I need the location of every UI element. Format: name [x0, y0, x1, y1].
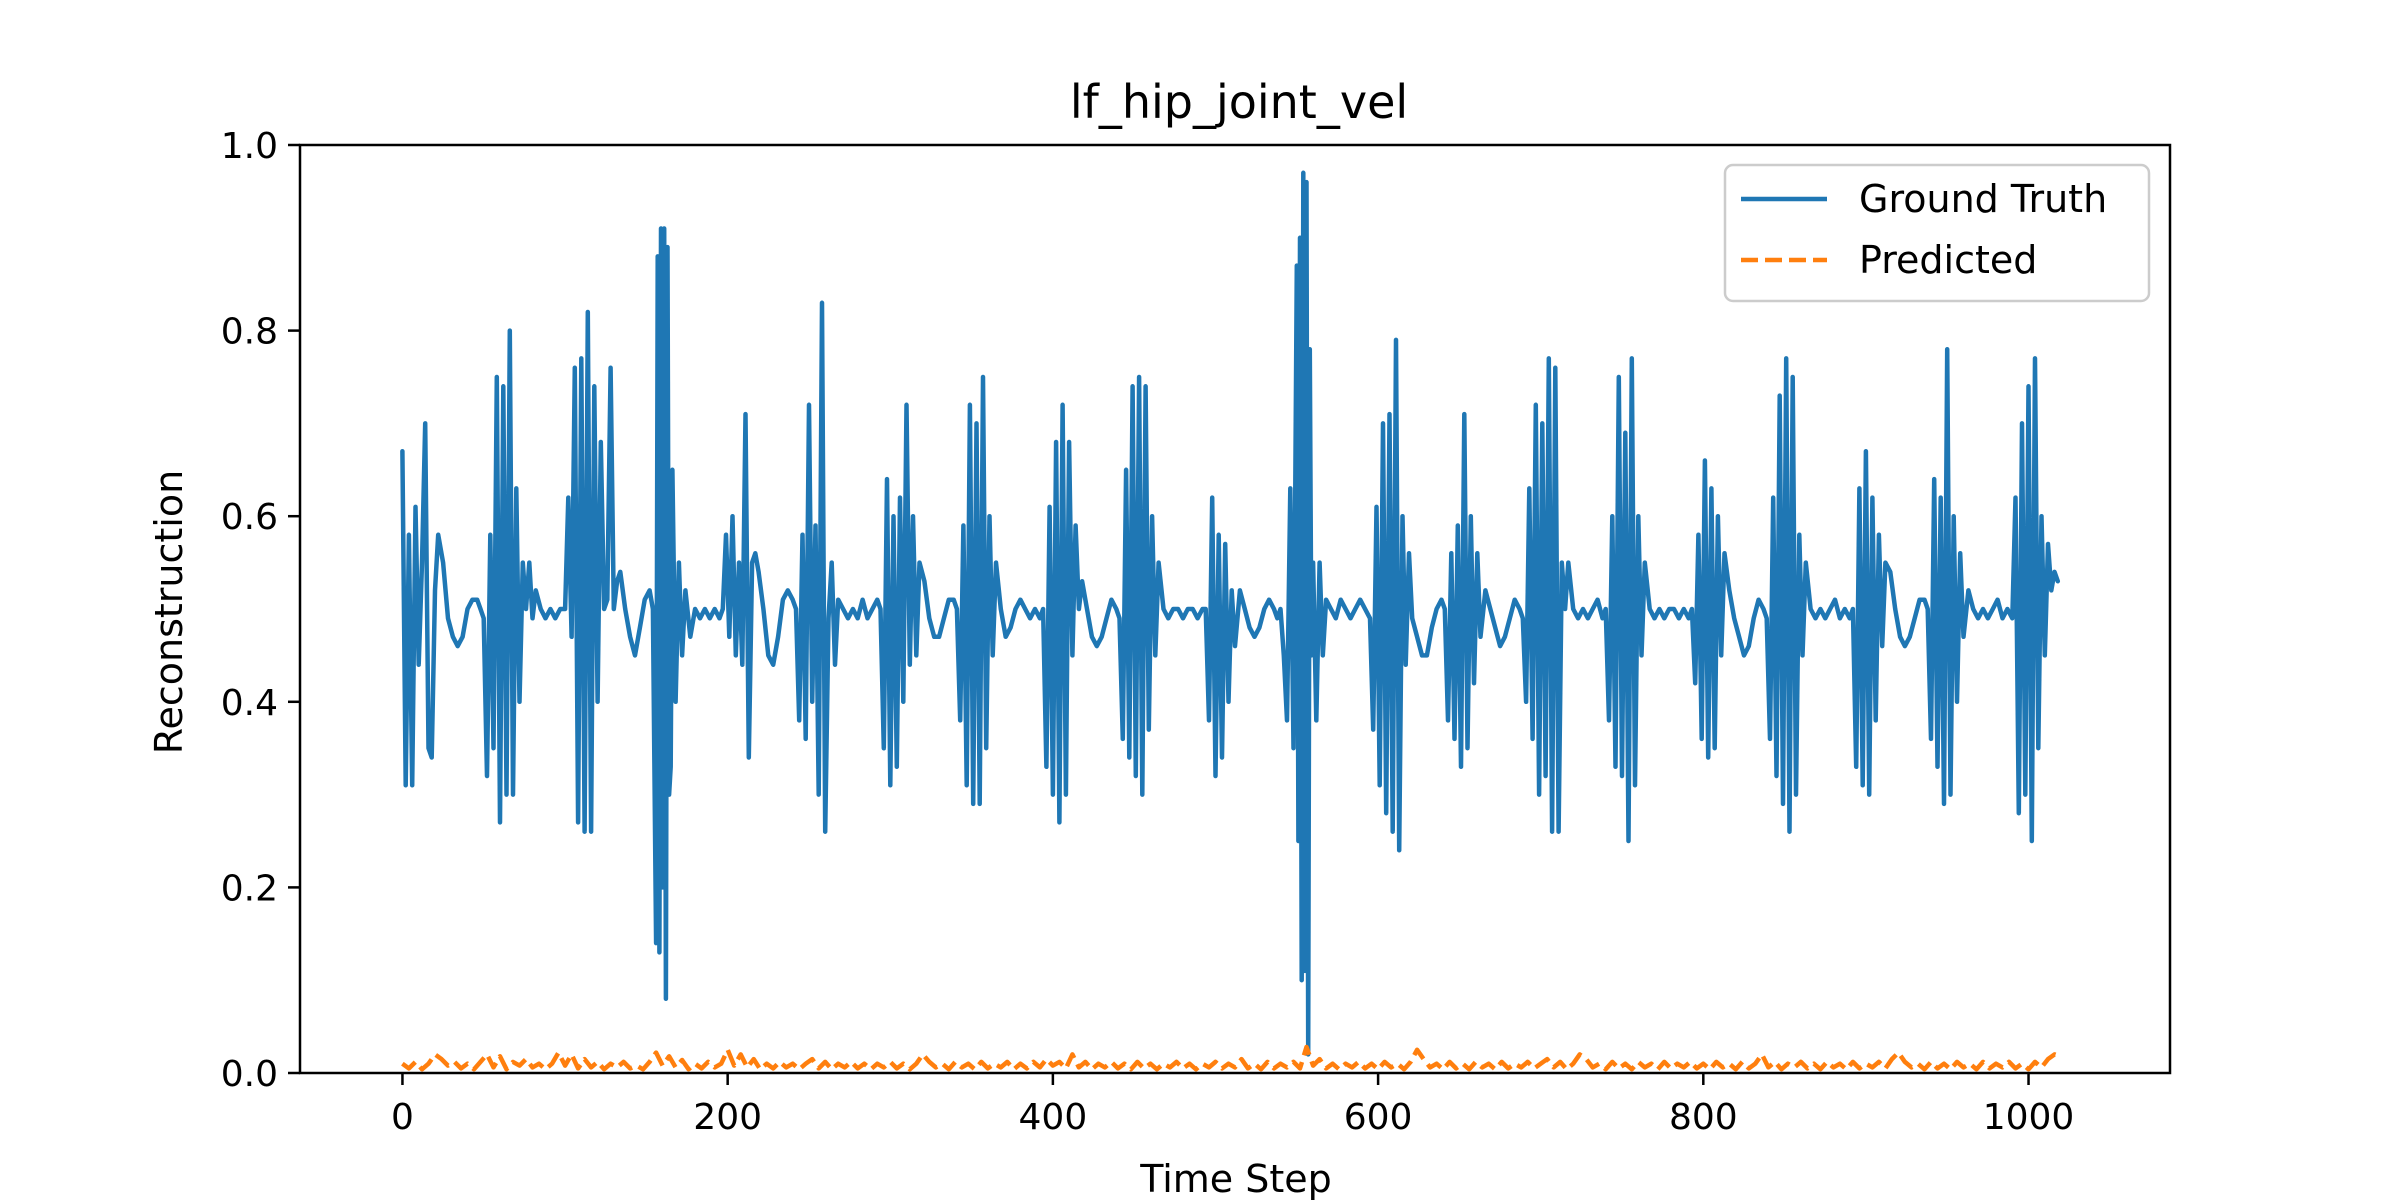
series-layer	[400, 170, 2061, 1072]
legend-label: Ground Truth	[1859, 177, 2107, 221]
y-tick-label: 0.6	[221, 497, 278, 538]
y-axis: 0.0 0.2 0.4 0.6 0.8 1.0	[221, 126, 300, 1095]
legend: Ground Truth Predicted	[1723, 163, 2151, 303]
legend-box	[1723, 163, 2151, 303]
x-axis: 0 200 400 600 800 1000	[391, 1073, 2074, 1138]
x-tick-label: 800	[1669, 1097, 1738, 1138]
x-tick-label: 200	[693, 1097, 762, 1138]
y-tick-label: 0.2	[221, 868, 278, 909]
x-tick-label: 0	[391, 1097, 414, 1138]
x-tick-label: 400	[1019, 1097, 1088, 1138]
legend-label: Predicted	[1859, 238, 2037, 282]
x-tick-label: 1000	[1983, 1097, 2075, 1138]
y-tick-label: 1.0	[221, 126, 278, 167]
y-tick-label: 0.0	[221, 1054, 278, 1095]
axes-frame	[298, 143, 2172, 1075]
x-axis-title: Time Step	[1139, 1157, 1332, 1200]
series-line-predicted	[401, 1044, 2061, 1072]
series-line-ground-truth	[400, 170, 2061, 1057]
chart-title: lf_hip_joint_vel	[1070, 75, 1408, 129]
y-axis-title: Reconstruction	[147, 470, 191, 754]
y-tick-label: 0.8	[221, 312, 278, 353]
x-tick-label: 600	[1344, 1097, 1413, 1138]
y-tick-label: 0.4	[221, 683, 278, 724]
